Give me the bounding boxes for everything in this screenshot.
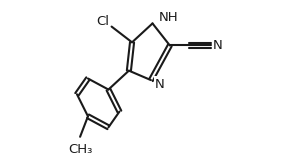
Text: N: N [155,78,165,91]
Text: N: N [213,39,223,52]
Text: NH: NH [159,11,178,24]
Text: Cl: Cl [96,15,109,28]
Text: CH₃: CH₃ [68,143,92,156]
